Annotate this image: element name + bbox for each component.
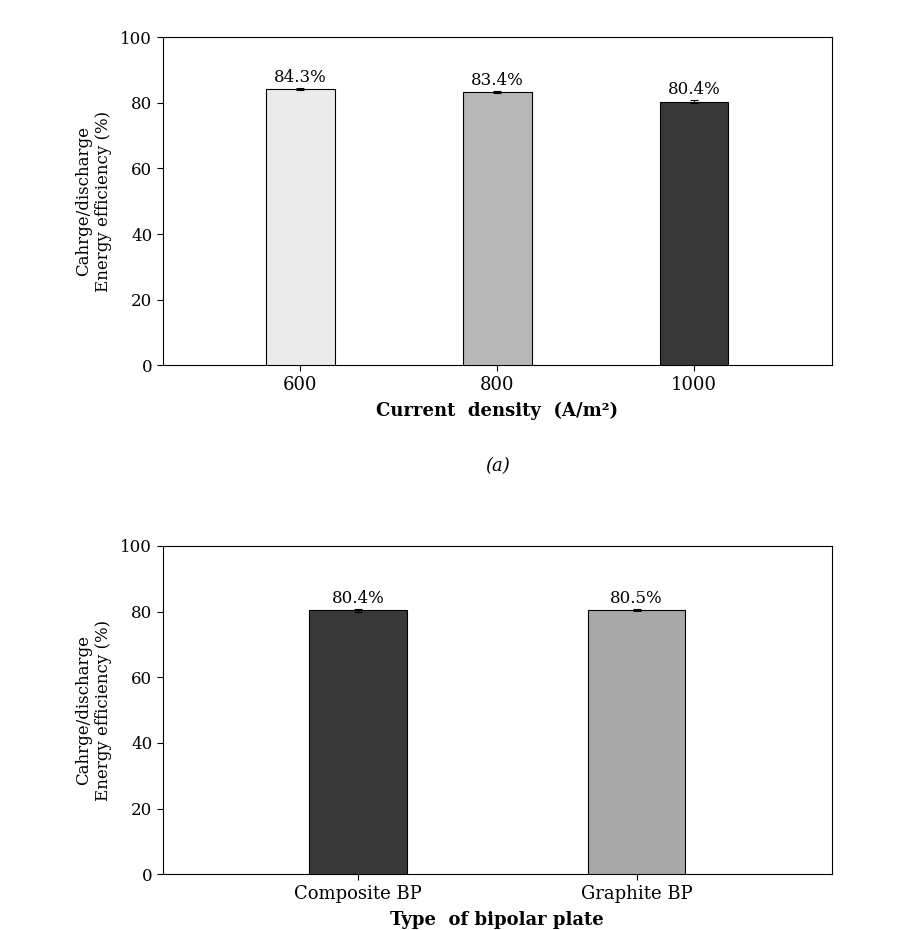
Bar [659, 101, 728, 365]
Y-axis label: Cahrge/discharge
Energy efficiency (%): Cahrge/discharge Energy efficiency (%) [76, 111, 112, 292]
X-axis label: Type  of bipolar plate: Type of bipolar plate [390, 911, 603, 929]
Text: 83.4%: 83.4% [470, 72, 523, 88]
Bar [462, 92, 531, 365]
Text: 84.3%: 84.3% [274, 69, 327, 86]
Bar [265, 88, 334, 365]
X-axis label: Current  density  (A/m²): Current density (A/m²) [376, 402, 618, 420]
Text: 80.5%: 80.5% [610, 590, 662, 606]
Text: 80.4%: 80.4% [666, 81, 720, 98]
Y-axis label: Cahrge/discharge
Energy efficiency (%): Cahrge/discharge Energy efficiency (%) [76, 619, 112, 801]
Bar [587, 610, 684, 874]
Text: (a): (a) [484, 458, 509, 475]
Bar [309, 610, 406, 874]
Text: 80.4%: 80.4% [331, 590, 384, 606]
